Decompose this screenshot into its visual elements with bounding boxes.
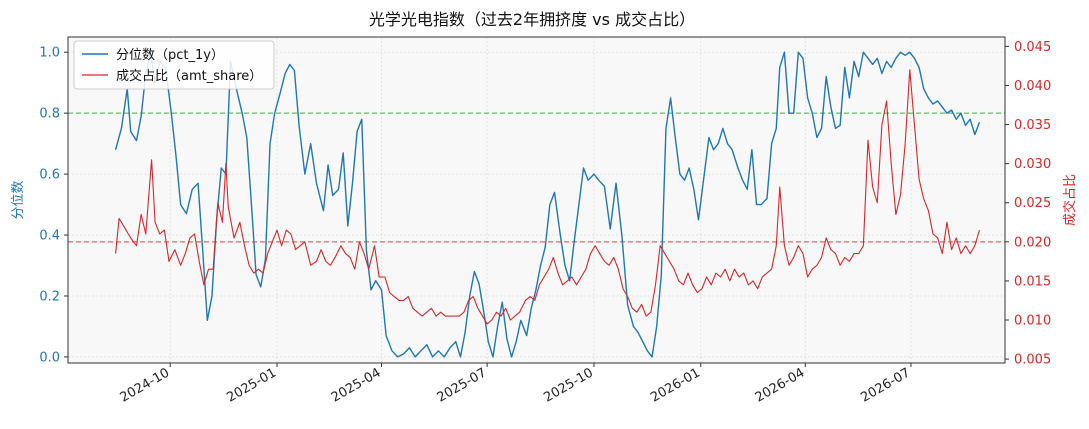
left-tick-label: 0.4 (39, 229, 60, 244)
x-axis: 2024-10 2025-01 2025-04 2025-07 2025-10 2026-… (118, 363, 913, 406)
right-tick-label: 0.030 (1014, 157, 1051, 172)
x-tick-label: 2025-01 (224, 365, 279, 405)
x-tick-label: 2024-10 (118, 365, 173, 405)
legend: 分位数（pct_1y） 成交占比（amt_share） (73, 40, 275, 90)
x-tick-label: 2025-07 (435, 365, 490, 405)
left-tick-label: 1.0 (39, 46, 60, 61)
plot-frame (67, 36, 1006, 364)
left-tick-label: 0.0 (39, 350, 60, 365)
y-axis-label-right: 成交占比 (1062, 174, 1078, 226)
right-axis: 0.005 0.010 0.015 0.020 0.025 0.030 0.035 0.040… (1005, 40, 1051, 368)
x-tick-label: 2026-01 (648, 365, 703, 405)
right-tick-label: 0.040 (1014, 79, 1051, 94)
series-line-amt (115, 69, 980, 325)
right-tick-label: 0.045 (1014, 40, 1051, 55)
right-tick-label: 0.035 (1014, 118, 1051, 133)
x-tick-label: 2026-04 (753, 365, 808, 405)
legend-box (73, 40, 275, 90)
right-tick-label: 0.010 (1014, 314, 1051, 329)
left-axis: 0.0 0.2 0.4 0.6 0.8 1.0 (39, 46, 68, 365)
chart-title: 光学光电指数（过去2年拥挤度 vs 成交占比） (369, 10, 695, 29)
right-tick-label: 0.015 (1014, 274, 1051, 289)
reference-lines (68, 112, 1005, 243)
left-tick-label: 0.8 (39, 107, 60, 122)
y-axis-label-left: 分位数 (11, 180, 26, 219)
right-tick-label: 0.020 (1014, 235, 1051, 250)
x-tick-label: 2025-10 (541, 365, 596, 405)
right-tick-label: 0.025 (1014, 196, 1051, 211)
legend-label-pct: 分位数（pct_1y） (116, 48, 224, 63)
legend-label-amt: 成交占比（amt_share） (116, 68, 262, 84)
left-tick-label: 0.6 (39, 168, 60, 183)
series-line-pct (114, 51, 981, 358)
series-layer (114, 51, 981, 358)
left-tick-label: 0.2 (39, 289, 60, 304)
right-tick-label: 0.005 (1014, 353, 1051, 368)
x-tick-label: 2025-04 (329, 365, 384, 405)
x-tick-label: 2026-07 (858, 365, 913, 405)
